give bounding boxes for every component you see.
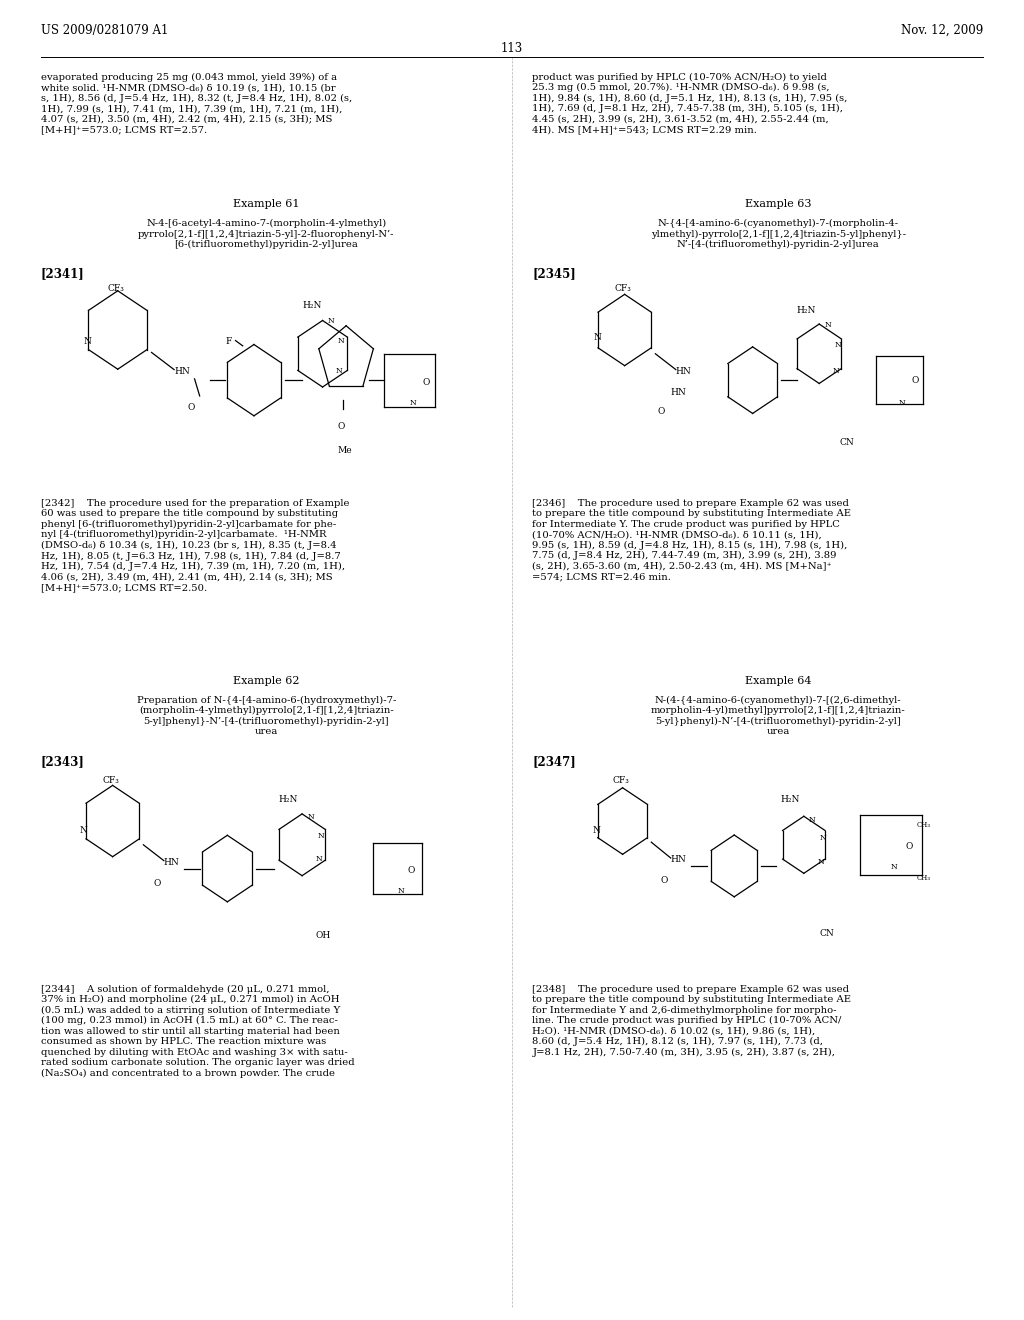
- Text: H₂N: H₂N: [279, 795, 298, 804]
- Text: H₂N: H₂N: [780, 795, 800, 804]
- Text: CH₃: CH₃: [916, 821, 931, 829]
- Text: O: O: [408, 866, 415, 875]
- Text: HN: HN: [671, 855, 686, 865]
- Text: H₂N: H₂N: [797, 306, 816, 315]
- Text: CF₃: CF₃: [614, 284, 631, 293]
- Text: O: O: [660, 876, 668, 886]
- Text: HN: HN: [164, 858, 179, 867]
- Text: N: N: [338, 337, 345, 345]
- Text: CN: CN: [819, 929, 834, 939]
- Text: H₂N: H₂N: [302, 301, 322, 310]
- Text: Example 63: Example 63: [745, 199, 811, 210]
- Text: HN: HN: [676, 367, 691, 376]
- Text: N-(4-{4-amino-6-(cyanomethyl)-7-[(2,6-dimethyl-
morpholin-4-yl)methyl]pyrrolo[2,: N-(4-{4-amino-6-(cyanomethyl)-7-[(2,6-di…: [651, 696, 905, 737]
- Text: evaporated producing 25 mg (0.043 mmol, yield 39%) of a
white solid. ¹H-NMR (DMS: evaporated producing 25 mg (0.043 mmol, …: [41, 73, 352, 133]
- Text: [2347]: [2347]: [532, 755, 577, 768]
- Text: [2343]: [2343]: [41, 755, 85, 768]
- Text: N: N: [835, 341, 842, 348]
- Text: N: N: [410, 399, 417, 407]
- Text: [2344]    A solution of formaldehyde (20 μL, 0.271 mmol,
37% in H₂O) and morphol: [2344] A solution of formaldehyde (20 μL…: [41, 985, 354, 1077]
- Text: Example 62: Example 62: [233, 676, 299, 686]
- Text: N-4-[6-acetyl-4-amino-7-(morpholin-4-ylmethyl)
pyrrolo[2,1-f][1,2,4]triazin-5-yl: N-4-[6-acetyl-4-amino-7-(morpholin-4-ylm…: [138, 219, 394, 249]
- Text: CN: CN: [840, 438, 854, 447]
- Text: CF₃: CF₃: [108, 284, 124, 293]
- Text: CF₃: CF₃: [102, 776, 119, 785]
- Text: N: N: [819, 834, 826, 842]
- Text: O: O: [911, 376, 919, 385]
- Text: O: O: [423, 378, 430, 387]
- Text: N: N: [80, 826, 88, 836]
- Text: O: O: [154, 879, 161, 888]
- Text: N: N: [315, 855, 323, 863]
- Text: N: N: [328, 317, 335, 325]
- Text: [2345]: [2345]: [532, 267, 577, 280]
- Text: N: N: [594, 333, 602, 342]
- Text: N: N: [317, 832, 325, 840]
- Text: N: N: [336, 367, 343, 375]
- Text: N: N: [307, 813, 314, 821]
- Text: Example 64: Example 64: [745, 676, 811, 686]
- Text: N: N: [824, 321, 831, 329]
- Text: [2342]    The procedure used for the preparation of Example
60 was used to prepa: [2342] The procedure used for the prepar…: [41, 499, 349, 591]
- Text: N: N: [891, 863, 898, 871]
- Text: O: O: [905, 842, 912, 851]
- Text: N: N: [817, 858, 824, 866]
- Text: Me: Me: [338, 446, 352, 455]
- Text: CH₃: CH₃: [916, 874, 931, 882]
- Text: Example 61: Example 61: [233, 199, 299, 210]
- Text: N: N: [809, 816, 816, 824]
- Text: [2348]    The procedure used to prepare Example 62 was used
to prepare the title: [2348] The procedure used to prepare Exa…: [532, 985, 852, 1056]
- Text: N: N: [833, 367, 840, 375]
- Text: N: N: [397, 887, 404, 895]
- Text: N-{4-[4-amino-6-(cyanomethyl)-7-(morpholin-4-
ylmethyl)-pyrrolo[2,1-f][1,2,4]tri: N-{4-[4-amino-6-(cyanomethyl)-7-(morphol…: [650, 219, 906, 249]
- Text: HN: HN: [174, 367, 189, 376]
- Text: US 2009/0281079 A1: US 2009/0281079 A1: [41, 24, 168, 37]
- Text: OH: OH: [315, 931, 331, 940]
- Text: Preparation of N-{4-[4-amino-6-(hydroxymethyl)-7-
(morpholin-4-ylmethyl)pyrrolo[: Preparation of N-{4-[4-amino-6-(hydroxym…: [136, 696, 396, 737]
- Text: F: F: [225, 337, 231, 346]
- Text: O: O: [657, 407, 665, 416]
- Text: [2346]    The procedure used to prepare Example 62 was used
to prepare the title: [2346] The procedure used to prepare Exa…: [532, 499, 852, 581]
- Text: Nov. 12, 2009: Nov. 12, 2009: [901, 24, 983, 37]
- Text: CF₃: CF₃: [612, 776, 629, 785]
- Text: N: N: [84, 337, 92, 346]
- Text: O: O: [338, 422, 345, 432]
- Text: product was purified by HPLC (10-70% ACN/H₂O) to yield
25.3 mg (0.5 mmol, 20.7%): product was purified by HPLC (10-70% ACN…: [532, 73, 848, 135]
- Text: O: O: [187, 403, 195, 412]
- Text: 113: 113: [501, 42, 523, 55]
- Text: N: N: [593, 826, 601, 836]
- Text: HN: HN: [671, 388, 686, 397]
- Text: [2341]: [2341]: [41, 267, 85, 280]
- Text: N: N: [899, 399, 906, 407]
